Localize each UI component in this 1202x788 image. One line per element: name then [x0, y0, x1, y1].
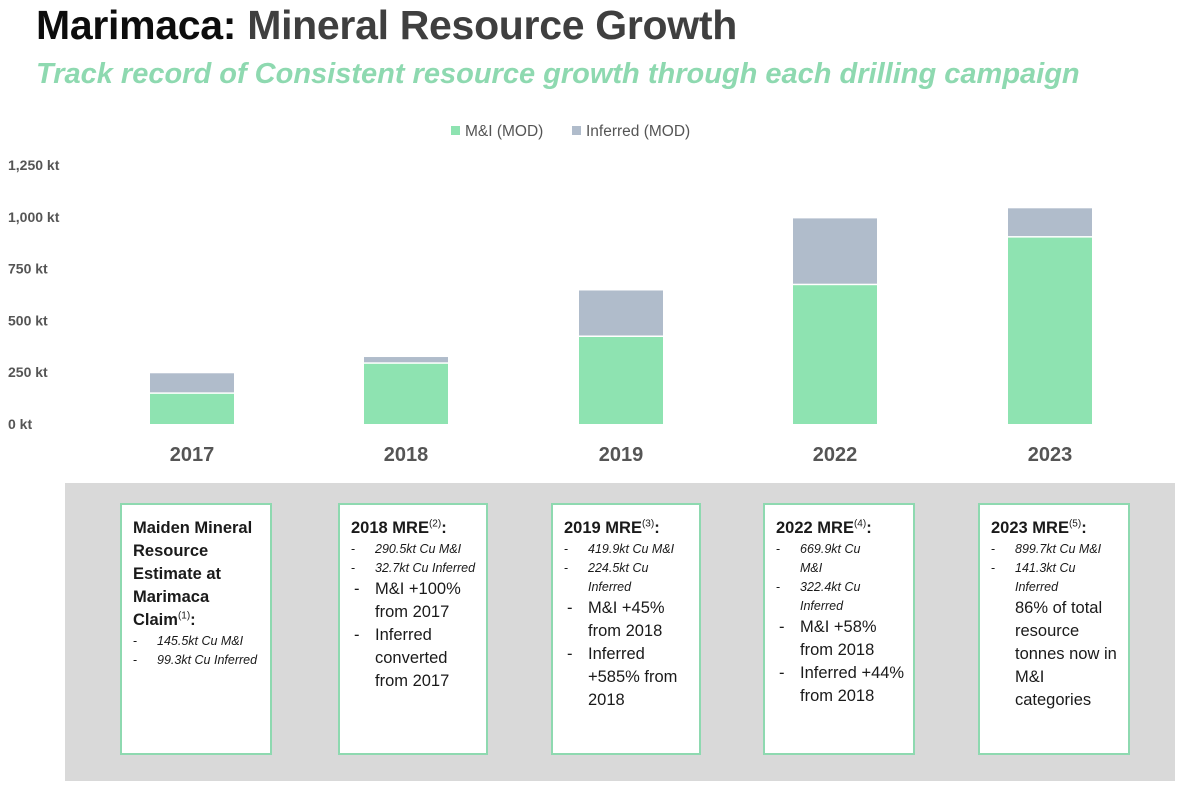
y-tick-label: 1,000 kt [8, 209, 60, 225]
card-2019-highlight: Inferred +585% from 2018 [564, 643, 691, 712]
bar-2019-mi [579, 336, 663, 424]
card-2017-footnote: (1) [177, 610, 191, 622]
card-2022-colon: : [866, 519, 872, 537]
page-subtitle: Track record of Consistent resource grow… [36, 58, 1080, 90]
card-2019-colon: : [654, 519, 660, 537]
card-2018-mi-value: 290.5kt Cu M&I [351, 540, 478, 559]
card-2019-title-text: 2019 MRE [564, 519, 642, 537]
card-2023-colon: : [1081, 519, 1087, 537]
card-2022-highlight: Inferred +44% from 2018 [776, 662, 905, 708]
card-2019-values: 419.9kt Cu M&I 224.5kt Cu Inferred [564, 540, 691, 597]
x-tick-label-2017: 2017 [170, 444, 215, 466]
card-2019-highlights: M&I +45% from 2018 Inferred +585% from 2… [564, 597, 691, 712]
x-tick-label-2018: 2018 [384, 444, 429, 466]
card-2019-inferred-value: 224.5kt Cu Inferred [564, 559, 691, 597]
card-2022: 2022 MRE(4): 669.9kt Cu M&I 322.4kt Cu I… [763, 503, 915, 755]
info-panel: Maiden Mineral Resource Estimate at Mari… [65, 483, 1175, 781]
bar-2019-inferred [579, 290, 663, 336]
bar-2017-mi [150, 393, 234, 424]
y-tick-label: 500 kt [8, 312, 48, 328]
x-tick-label-2022: 2022 [813, 444, 858, 466]
card-2023-note: 86% of total resource tonnes now in M&I … [1015, 599, 1117, 709]
bar-2018-mi [364, 363, 448, 424]
resource-growth-chart: M&I (MOD) Inferred (MOD) 0 kt 250 kt 500 k… [8, 123, 1092, 466]
card-2019-footnote: (3) [641, 518, 655, 530]
legend-label-inferred: Inferred (MOD) [586, 123, 690, 140]
card-2017-title-bold: Maiden Mineral Resource Estimate [133, 519, 253, 583]
card-2018-inferred-value: 32.7kt Cu Inferred [351, 559, 478, 578]
card-2019-highlight: M&I +45% from 2018 [564, 597, 691, 643]
card-2018-highlight: M&I +100% from 2017 [351, 578, 478, 624]
card-2022-highlights: M&I +58% from 2018 Inferred +44% from 20… [776, 616, 905, 708]
card-2022-mi-value: 669.9kt Cu M&I [776, 540, 876, 578]
card-2023-title-text: 2023 MRE [991, 519, 1069, 537]
bar-2018-inferred [364, 357, 448, 363]
title-rest: Mineral Resource Growth [247, 2, 737, 48]
x-axis: 2017 2018 2019 2022 2023 [170, 444, 1073, 466]
card-2019-title: 2019 MRE(3): [564, 517, 691, 540]
title-brand: Marimaca: [36, 2, 237, 48]
card-2017: Maiden Mineral Resource Estimate at Mari… [120, 503, 272, 755]
card-2018-highlight: Inferred converted from 2017 [351, 624, 478, 693]
x-tick-label-2019: 2019 [599, 444, 644, 466]
card-2018-title-text: 2018 MRE [351, 519, 429, 537]
card-2017-values: 145.5kt Cu M&I 99.3kt Cu Inferred [133, 632, 262, 670]
card-2022-footnote: (4) [853, 518, 867, 530]
y-tick-label: 750 kt [8, 261, 48, 277]
card-2023-values: 899.7kt Cu M&I 141.3kt Cu Inferred [991, 540, 1120, 597]
card-2023: 2023 MRE(5): 899.7kt Cu M&I 141.3kt Cu I… [978, 503, 1130, 755]
card-2018-title: 2018 MRE(2): [351, 517, 478, 540]
bar-2023-mi [1008, 237, 1092, 424]
card-2018-footnote: (2) [428, 518, 442, 530]
card-2022-highlight: M&I +58% from 2018 [776, 616, 905, 662]
card-2018-colon: : [441, 519, 447, 537]
page-title: Marimaca: Mineral Resource Growth [36, 2, 737, 49]
card-2017-mi-value: 145.5kt Cu M&I [133, 632, 262, 651]
card-2023-inferred-value: 141.3kt Cu Inferred [991, 559, 1120, 597]
x-tick-label-2023: 2023 [1028, 444, 1073, 466]
bar-2022-mi [793, 285, 877, 424]
card-2019: 2019 MRE(3): 419.9kt Cu M&I 224.5kt Cu I… [551, 503, 701, 755]
card-2023-mi-value: 899.7kt Cu M&I [991, 540, 1120, 559]
card-2022-title-text: 2022 MRE [776, 519, 854, 537]
y-tick-label: 0 kt [8, 416, 32, 432]
legend-label-mi: M&I (MOD) [465, 123, 543, 140]
card-2018-highlights: M&I +100% from 2017 Inferred converted f… [351, 578, 478, 693]
y-axis: 0 kt 250 kt 500 kt 750 kt 1,000 kt 1,250 kt [8, 157, 60, 432]
chart-legend: M&I (MOD) Inferred (MOD) [451, 123, 690, 140]
card-2017-title: Maiden Mineral Resource Estimate at Mari… [133, 517, 262, 632]
card-2019-mi-value: 419.9kt Cu M&I [564, 540, 691, 559]
card-2018: 2018 MRE(2): 290.5kt Cu M&I 32.7kt Cu In… [338, 503, 488, 755]
legend-swatch-mi [451, 126, 460, 135]
card-2023-title: 2023 MRE(5): [991, 517, 1120, 540]
bars [150, 208, 1092, 424]
bar-2017-inferred [150, 373, 234, 393]
card-2023-footnote: (5) [1068, 518, 1082, 530]
card-2017-colon: : [190, 611, 196, 629]
y-tick-label: 250 kt [8, 364, 48, 380]
bar-2023-inferred [1008, 208, 1092, 237]
card-2022-title: 2022 MRE(4): [776, 517, 905, 540]
y-tick-label: 1,250 kt [8, 157, 60, 173]
bar-2022-inferred [793, 218, 877, 284]
card-2017-inferred-value: 99.3kt Cu Inferred [133, 651, 262, 670]
card-2022-inferred-value: 322.4kt Cu Inferred [776, 578, 876, 616]
card-2017-title-rest: at Marimaca Claim [133, 565, 222, 629]
legend-swatch-inferred [572, 126, 581, 135]
card-2022-values: 669.9kt Cu M&I 322.4kt Cu Inferred [776, 540, 905, 616]
card-2018-values: 290.5kt Cu M&I 32.7kt Cu Inferred [351, 540, 478, 578]
